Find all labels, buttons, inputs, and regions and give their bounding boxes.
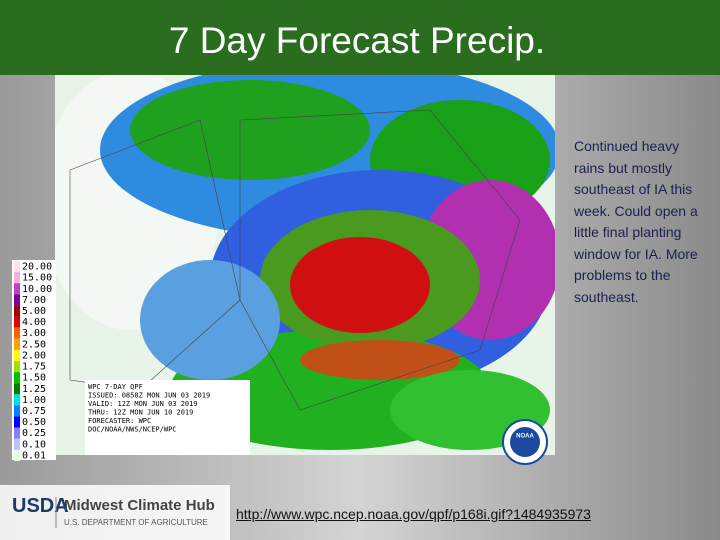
- legend-label: 0.25: [22, 428, 46, 439]
- legend-swatch: [14, 316, 20, 328]
- legend-label: 2.50: [22, 339, 46, 350]
- legend-swatch: [14, 294, 20, 306]
- department-name: U.S. DEPARTMENT OF AGRICULTURE: [64, 518, 208, 527]
- noaa-label: NOAA: [516, 434, 534, 440]
- map-caption-line: ISSUED: 0858Z MON JUN 03 2019: [88, 392, 210, 400]
- legend-swatch: [14, 405, 20, 417]
- legend-swatch: [14, 427, 20, 439]
- legend-label: 0.01: [22, 450, 46, 461]
- footer-band: [0, 485, 230, 540]
- legend-label: 10.00: [22, 284, 52, 295]
- legend-swatch: [14, 338, 20, 350]
- legend-label: 1.25: [22, 384, 46, 395]
- map-caption-line: VALID: 12Z MON JUN 03 2019: [88, 400, 198, 408]
- legend-label: 0.75: [22, 406, 46, 417]
- legend-swatch: [14, 416, 20, 428]
- legend-swatch: [14, 283, 20, 295]
- map-caption-line: FORECASTER: WPC: [88, 417, 151, 425]
- noaa-logo-inner: [510, 427, 540, 457]
- legend-label: 5.00: [22, 306, 46, 317]
- map-caption-box: [85, 380, 250, 455]
- legend-label: 0.50: [22, 417, 46, 428]
- map-caption-line: DOC/NOAA/NWS/NCEP/WPC: [88, 426, 177, 434]
- legend-swatch: [14, 449, 20, 461]
- legend-label: 20.00: [22, 262, 52, 273]
- legend-label: 15.00: [22, 273, 52, 284]
- legend-swatch: [14, 261, 20, 273]
- legend-swatch: [14, 383, 20, 395]
- legend-swatch: [14, 372, 20, 384]
- legend-label: 1.50: [22, 373, 46, 384]
- legend-label: 3.00: [22, 328, 46, 339]
- usda-logo: USDA: [12, 495, 69, 517]
- legend-label: 2.00: [22, 350, 46, 361]
- legend-swatch: [14, 305, 20, 317]
- source-link[interactable]: http://www.wpc.ncep.noaa.gov/qpf/p168i.g…: [236, 506, 591, 522]
- header-bar: [0, 0, 720, 75]
- legend-swatch: [14, 327, 20, 339]
- legend-swatch: [14, 361, 20, 373]
- legend-label: 0.10: [22, 439, 46, 450]
- legend-label: 7.00: [22, 295, 46, 306]
- legend-swatch: [14, 272, 20, 284]
- slide-title: 7 Day Forecast Precip.: [169, 20, 545, 61]
- legend-label: 1.75: [22, 362, 46, 373]
- map-caption-line: WPC 7-DAY QPF: [88, 383, 143, 391]
- legend-swatch: [14, 394, 20, 406]
- legend-label: 1.00: [22, 395, 46, 406]
- note-text: Continued heavy rains but mostly southea…: [574, 138, 698, 305]
- legend-swatch: [14, 349, 20, 361]
- legend-label: 4.00: [22, 317, 46, 328]
- map-caption-line: THRU: 12Z MON JUN 10 2019: [88, 409, 193, 417]
- legend-swatch: [14, 438, 20, 450]
- hub-name: Midwest Climate Hub: [64, 497, 215, 514]
- precip-map: [55, 75, 555, 455]
